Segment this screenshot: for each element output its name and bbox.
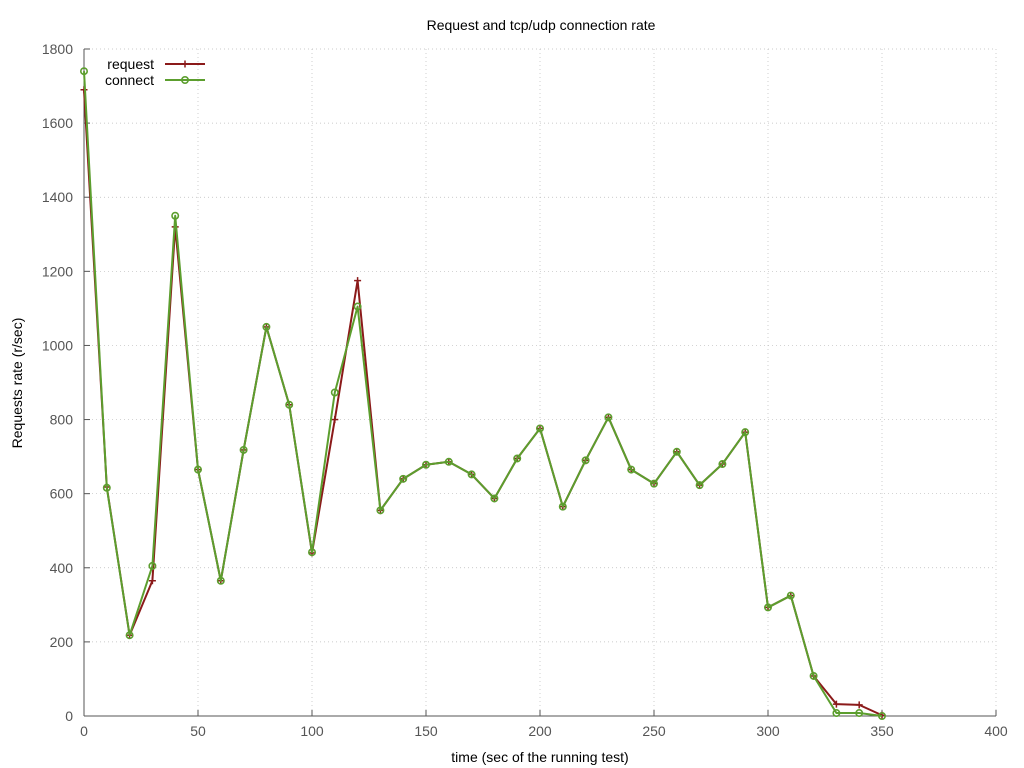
legend-marker-request bbox=[181, 60, 189, 68]
data-point-connect bbox=[125, 631, 134, 640]
y-tick-label: 800 bbox=[50, 412, 74, 428]
data-point-connect bbox=[239, 445, 248, 454]
data-point-request bbox=[331, 416, 339, 424]
y-tick-label: 1000 bbox=[42, 337, 73, 353]
data-point-connect bbox=[535, 424, 544, 433]
x-axis-ticks: 0 50 100 150 200 250 300 350 400 bbox=[80, 710, 1008, 739]
data-point-connect bbox=[262, 322, 271, 331]
data-point-connect bbox=[330, 388, 339, 397]
data-point-connect bbox=[216, 576, 225, 585]
y-axis-ticks: 0 200 400 600 800 1000 1200 1400 1600 1800 bbox=[42, 41, 90, 724]
data-point-connect bbox=[467, 470, 476, 479]
data-point-connect bbox=[695, 481, 704, 490]
data-point-request bbox=[148, 577, 156, 585]
x-tick-label: 250 bbox=[642, 723, 666, 739]
x-tick-label: 50 bbox=[190, 723, 206, 739]
data-point-connect bbox=[171, 211, 180, 220]
y-tick-label: 1600 bbox=[42, 115, 73, 131]
chart-title: Request and tcp/udp connection rate bbox=[427, 17, 656, 33]
data-point-connect bbox=[877, 711, 886, 720]
data-point-connect bbox=[649, 479, 658, 488]
data-point-connect bbox=[194, 465, 203, 474]
data-point-connect bbox=[809, 671, 818, 680]
x-tick-label: 400 bbox=[984, 723, 1008, 739]
y-tick-label: 1800 bbox=[42, 41, 73, 57]
data-point-connect bbox=[513, 454, 522, 463]
y-tick-label: 1200 bbox=[42, 263, 73, 279]
data-point-connect bbox=[763, 603, 772, 612]
data-point-connect bbox=[399, 474, 408, 483]
x-tick-label: 150 bbox=[414, 723, 438, 739]
y-tick-label: 0 bbox=[65, 708, 73, 724]
data-point-request bbox=[855, 701, 863, 709]
x-tick-label: 200 bbox=[528, 723, 552, 739]
y-axis-label: Requests rate (r/sec) bbox=[9, 318, 25, 449]
data-point-connect bbox=[490, 494, 499, 503]
data-point-connect bbox=[741, 428, 750, 437]
legend-label-request: request bbox=[107, 56, 154, 72]
data-point-connect bbox=[376, 506, 385, 515]
data-point-connect bbox=[421, 460, 430, 469]
x-axis-label: time (sec of the running test) bbox=[451, 749, 628, 765]
data-point-connect bbox=[444, 457, 453, 466]
data-point-connect bbox=[80, 67, 89, 76]
data-point-connect bbox=[558, 502, 567, 511]
data-point-connect bbox=[604, 413, 613, 422]
legend-marker-connect bbox=[181, 76, 190, 85]
data-point-connect bbox=[102, 483, 111, 492]
series-layer bbox=[80, 67, 886, 720]
grid bbox=[84, 48, 997, 716]
data-point-connect bbox=[832, 709, 841, 718]
data-point-connect bbox=[672, 447, 681, 456]
data-point-request bbox=[354, 277, 362, 285]
data-point-connect bbox=[285, 400, 294, 409]
x-tick-label: 100 bbox=[300, 723, 324, 739]
data-point-connect bbox=[353, 302, 362, 311]
x-tick-label: 350 bbox=[870, 723, 894, 739]
data-point-request bbox=[832, 700, 840, 708]
y-tick-label: 400 bbox=[50, 560, 74, 576]
data-point-connect bbox=[148, 561, 157, 570]
y-tick-label: 200 bbox=[50, 634, 74, 650]
data-point-connect bbox=[718, 460, 727, 469]
x-tick-label: 300 bbox=[756, 723, 780, 739]
data-point-connect bbox=[307, 548, 316, 557]
data-point-connect bbox=[786, 591, 795, 600]
y-tick-label: 1400 bbox=[42, 189, 73, 205]
data-point-connect bbox=[581, 456, 590, 465]
legend-label-connect: connect bbox=[105, 72, 154, 88]
y-tick-label: 600 bbox=[50, 486, 74, 502]
series-line-request bbox=[83, 89, 883, 717]
data-point-connect bbox=[627, 465, 636, 474]
x-tick-label: 0 bbox=[80, 723, 88, 739]
data-point-connect bbox=[855, 709, 864, 718]
series-line-connect bbox=[83, 71, 883, 717]
